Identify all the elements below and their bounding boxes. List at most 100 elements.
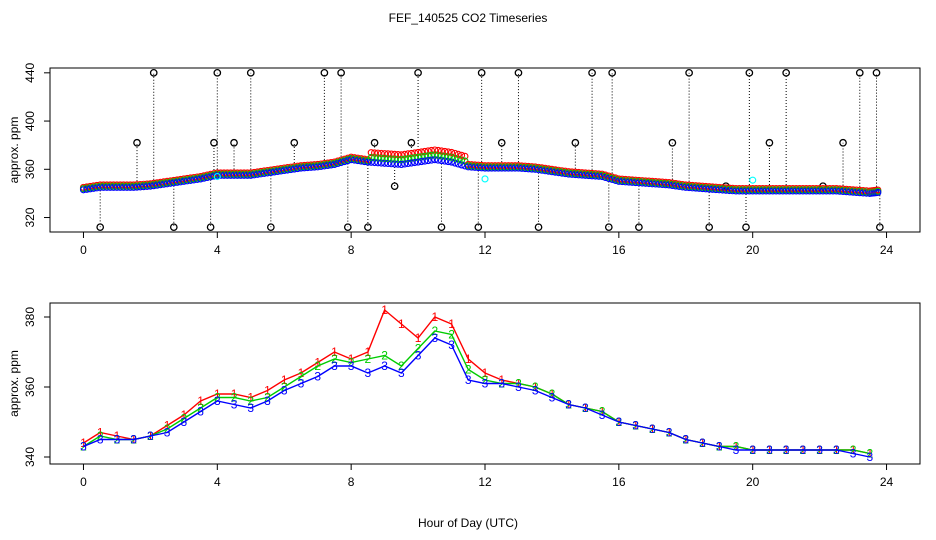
series-3-marker: 3 <box>582 401 589 415</box>
series-2-point <box>384 155 392 163</box>
series-1-marker: 1 <box>264 384 271 398</box>
series-1-marker: 1 <box>80 436 87 450</box>
series-3-marker: 3 <box>264 394 271 408</box>
series-1-point <box>411 149 419 157</box>
series-3-point <box>407 159 415 167</box>
series-3-marker: 3 <box>599 408 606 422</box>
bottom-x-tick-label: 16 <box>612 475 626 489</box>
series-3-point <box>364 158 372 166</box>
series-3-point <box>377 159 385 167</box>
series-3-point <box>384 159 392 168</box>
series-1-point <box>391 150 399 158</box>
reference-point <box>206 223 215 232</box>
series-1-marker: 1 <box>365 345 372 359</box>
series-3-point <box>374 159 382 167</box>
series-3-marker: 3 <box>565 398 572 412</box>
series-3-point <box>371 158 379 167</box>
series-3-point <box>367 158 375 166</box>
series-3-marker: 3 <box>197 405 204 419</box>
series-1-point <box>404 150 412 158</box>
series-3-marker: 3 <box>231 398 238 412</box>
series-1-point <box>371 149 379 157</box>
series-1-point <box>381 150 389 158</box>
reference-point <box>149 68 158 77</box>
reference-point <box>855 68 864 77</box>
top-y-tick-label: 400 <box>23 111 37 131</box>
series-2-point <box>394 155 402 163</box>
series-3-marker: 3 <box>80 440 87 454</box>
series-3-point <box>397 160 405 169</box>
series-3-marker: 3 <box>632 419 639 433</box>
series-3-point <box>427 156 436 164</box>
series-3-point <box>417 158 425 166</box>
series-3-marker: 3 <box>833 443 840 457</box>
series-2-marker: 2 <box>298 370 305 384</box>
series-3-marker: 3 <box>381 359 388 373</box>
series-2-point <box>407 154 415 162</box>
series-3-point <box>391 160 399 168</box>
series-1-point <box>451 149 459 157</box>
reference-point <box>337 68 345 77</box>
series-3-point <box>404 159 412 168</box>
series-2-marker: 2 <box>247 394 254 408</box>
series-2-marker: 2 <box>281 380 288 394</box>
reference-point <box>133 138 141 147</box>
series-1-point <box>397 151 405 159</box>
bottom-x-tick-label: 8 <box>348 475 355 489</box>
top-x-tick-label: 20 <box>746 243 760 257</box>
series-1-point <box>407 149 415 157</box>
series-1-marker: 1 <box>314 356 321 370</box>
series-1-marker: 1 <box>97 426 104 440</box>
series-1-point <box>461 152 469 160</box>
series-1-marker: 1 <box>498 373 505 387</box>
series-1-point <box>454 150 462 158</box>
series-2-marker: 2 <box>415 342 422 356</box>
reference-point <box>514 68 523 77</box>
series-3-point <box>411 158 419 167</box>
series-2-point <box>414 153 422 161</box>
series-1-point <box>434 146 442 155</box>
series-1-point <box>384 150 392 158</box>
series-3-point <box>394 160 402 168</box>
reference-point <box>290 138 299 147</box>
series-3-point <box>441 157 449 165</box>
series-3-line <box>83 337 870 458</box>
series-2-point <box>421 152 429 160</box>
reference-point <box>246 68 255 77</box>
series-4-point <box>749 176 757 184</box>
bottom-y-axis-title: approx. ppm <box>7 350 21 417</box>
series-2-marker: 2 <box>348 356 355 370</box>
reference-point <box>474 223 483 232</box>
series-3-marker: 3 <box>783 443 790 457</box>
reference-point <box>169 223 178 232</box>
series-3-marker: 3 <box>214 394 221 408</box>
reference-point <box>477 68 486 77</box>
reference-point <box>414 68 422 77</box>
reference-point <box>210 138 218 147</box>
series-2-point <box>397 156 405 164</box>
series-1-marker: 1 <box>197 394 204 408</box>
series-2-point <box>377 154 385 162</box>
top-x-tick-label: 24 <box>880 243 894 257</box>
top-x-tick-label: 4 <box>214 243 221 257</box>
series-1-marker: 1 <box>866 447 873 461</box>
series-3-marker: 3 <box>682 433 689 447</box>
series-3-point <box>605 174 613 183</box>
series-2-point <box>431 151 439 159</box>
series-1-point <box>424 147 432 155</box>
series-3-point <box>414 158 422 166</box>
top-y-tick-label: 360 <box>23 159 37 179</box>
series-2-marker: 2 <box>381 349 388 363</box>
series-2-marker: 2 <box>214 391 221 405</box>
bottom-y-tick-label: 380 <box>23 307 37 327</box>
series-2-point <box>417 153 425 161</box>
series-3-marker: 3 <box>147 429 154 443</box>
top-x-tick-label: 8 <box>348 243 355 257</box>
reference-point <box>742 223 750 232</box>
series-2-point <box>444 153 452 161</box>
reference-point <box>608 68 617 77</box>
reference-point <box>685 68 693 77</box>
series-2-marker: 2 <box>97 429 104 443</box>
series-3-point <box>598 172 606 181</box>
series-3-marker: 3 <box>130 433 137 447</box>
